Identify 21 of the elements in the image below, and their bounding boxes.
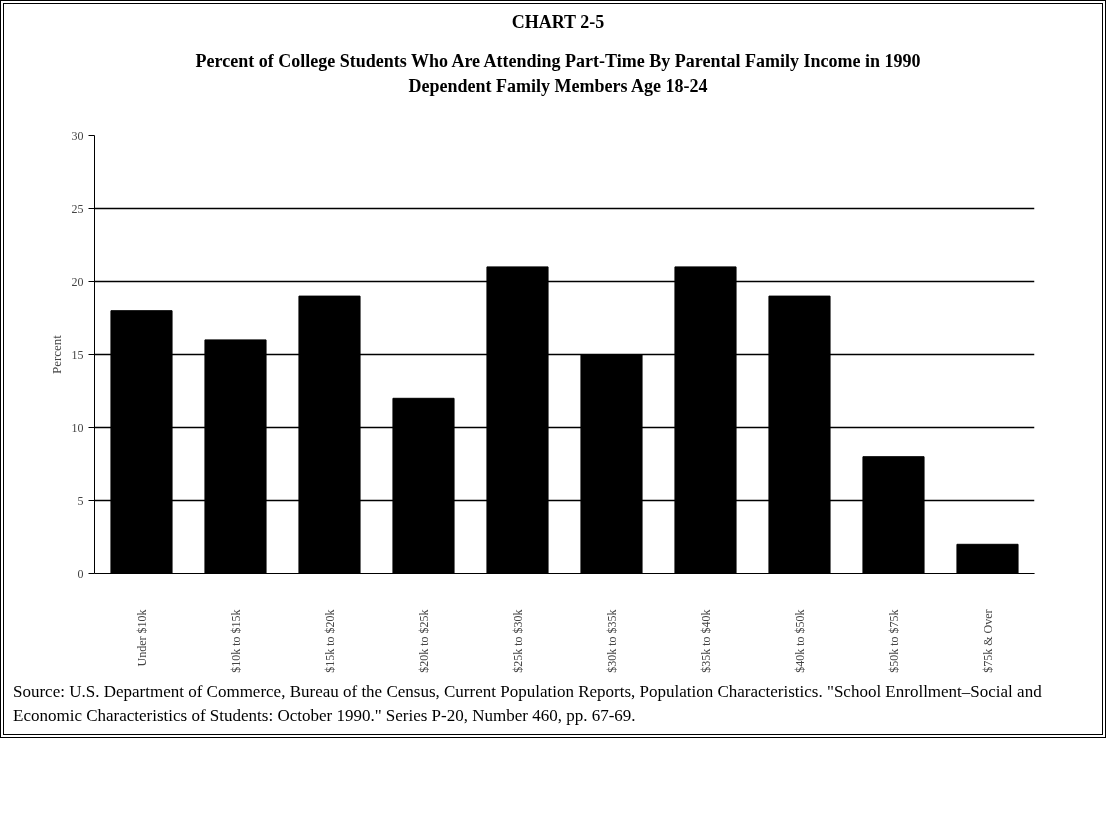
y-tick-label: 15	[71, 347, 84, 362]
y-tick-label: 5	[77, 493, 84, 508]
y-tick-label: 25	[71, 201, 84, 216]
x-tick-label: $40k to $50k	[792, 609, 807, 673]
chart-subtitle: Percent of College Students Who Are Attending Part-Time By Parental Family Income in 1990 Dependent Family Members Age 18-24	[195, 49, 921, 99]
x-tick-label: $15k to $20k	[322, 609, 337, 673]
y-tick-label: 30	[71, 128, 84, 143]
y-axis-title: Percent	[48, 334, 64, 375]
y-tick-label: 20	[71, 274, 84, 289]
x-tick-label: $10k to $15k	[228, 609, 243, 673]
x-tick-label: $50k to $75k	[886, 609, 901, 673]
x-tick-label: $35k to $40k	[698, 609, 713, 673]
source-note: Source: U.S. Department of Commerce, Bureau of the Census, Current Population Reports, Population Characteristics. "School Enrollment–Social and Economic Characteristics of Students: October 1990." Series P-20, Number 460, pp. 67-69.	[13, 681, 1043, 728]
x-tick-label: $75k & Over	[980, 609, 995, 673]
y-tick-label: 0	[77, 566, 84, 581]
x-tick-label: $30k to $35k	[604, 609, 619, 673]
y-tick-label: 10	[71, 420, 84, 435]
x-tick-label: $20k to $25k	[416, 609, 431, 673]
x-tick-label: Under $10k	[134, 609, 149, 667]
chart-title: CHART 2-5	[511, 11, 605, 34]
x-tick-label: $25k to $30k	[510, 609, 525, 673]
